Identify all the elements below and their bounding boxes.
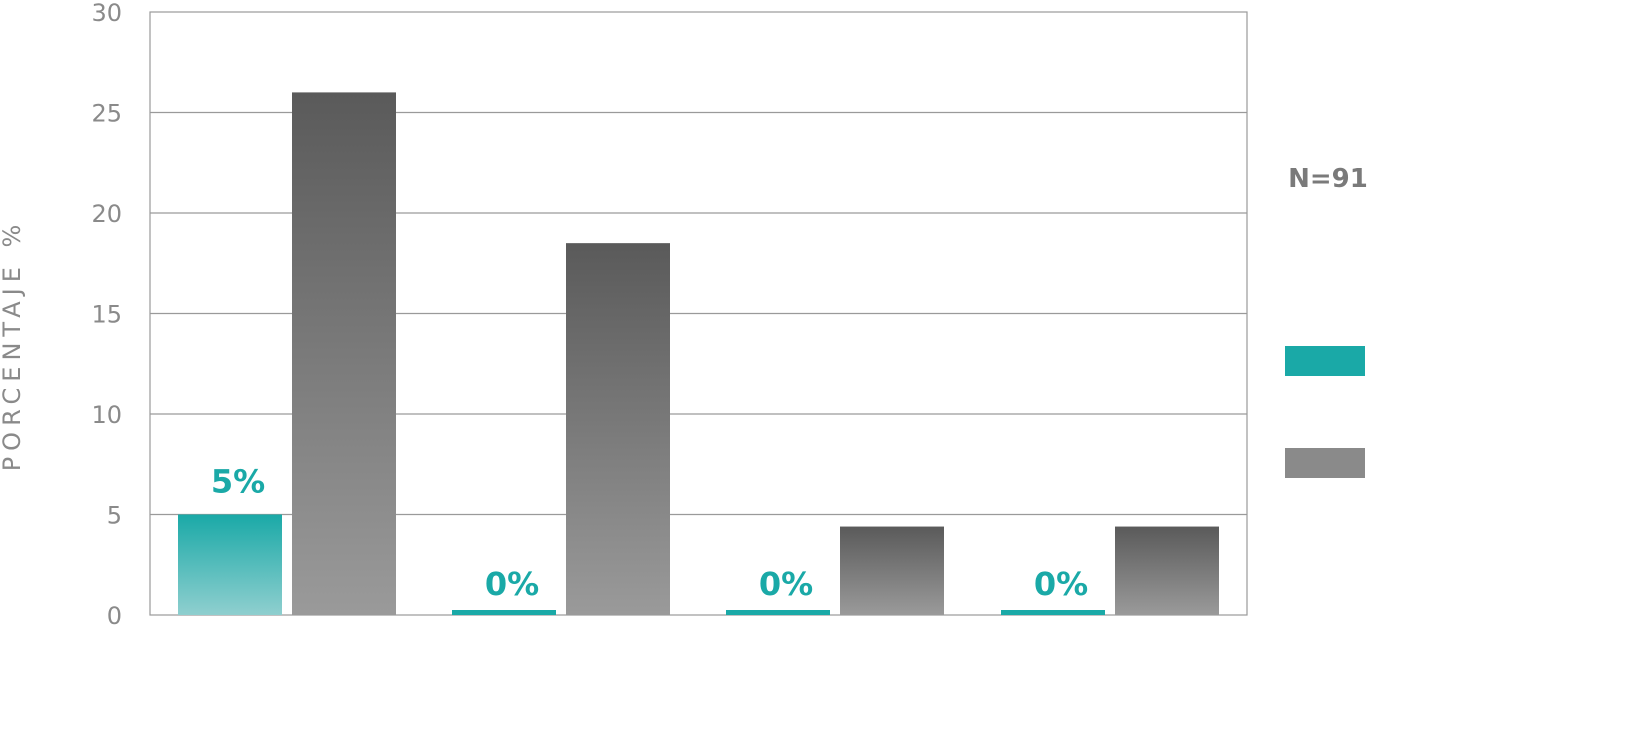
sample-size-label: N=91 bbox=[1288, 164, 1368, 194]
y-tick-label: 30 bbox=[91, 0, 122, 27]
legend bbox=[1285, 346, 1365, 478]
y-tick-label: 25 bbox=[91, 100, 122, 128]
y-tick-label: 10 bbox=[91, 401, 122, 429]
bar-series-2 bbox=[292, 92, 396, 615]
bar-series-2 bbox=[1115, 526, 1219, 615]
bar-series-1 bbox=[452, 610, 556, 615]
bar-series-2 bbox=[840, 526, 944, 615]
data-label: 5% bbox=[211, 463, 265, 501]
bars bbox=[178, 92, 1219, 615]
y-tick-label: 0 bbox=[107, 602, 122, 630]
data-labels: 5% 0% 0% 0% bbox=[211, 463, 1088, 604]
data-label: 0% bbox=[1034, 565, 1088, 603]
bar-series-1 bbox=[178, 514, 282, 615]
y-axis: 0 5 10 15 20 25 30 bbox=[91, 0, 122, 630]
y-tick-label: 5 bbox=[107, 502, 122, 530]
y-tick-label: 15 bbox=[91, 301, 122, 329]
data-label: 0% bbox=[485, 565, 539, 603]
bar-series-1 bbox=[726, 610, 830, 615]
bar-series-1 bbox=[1001, 610, 1105, 615]
y-axis-label: PORCENTAJE % bbox=[0, 219, 26, 472]
bar-series-2 bbox=[566, 243, 670, 615]
legend-swatch-series-1 bbox=[1285, 346, 1365, 376]
legend-swatch-series-2 bbox=[1285, 448, 1365, 478]
data-label: 0% bbox=[759, 565, 813, 603]
y-tick-label: 20 bbox=[91, 200, 122, 228]
